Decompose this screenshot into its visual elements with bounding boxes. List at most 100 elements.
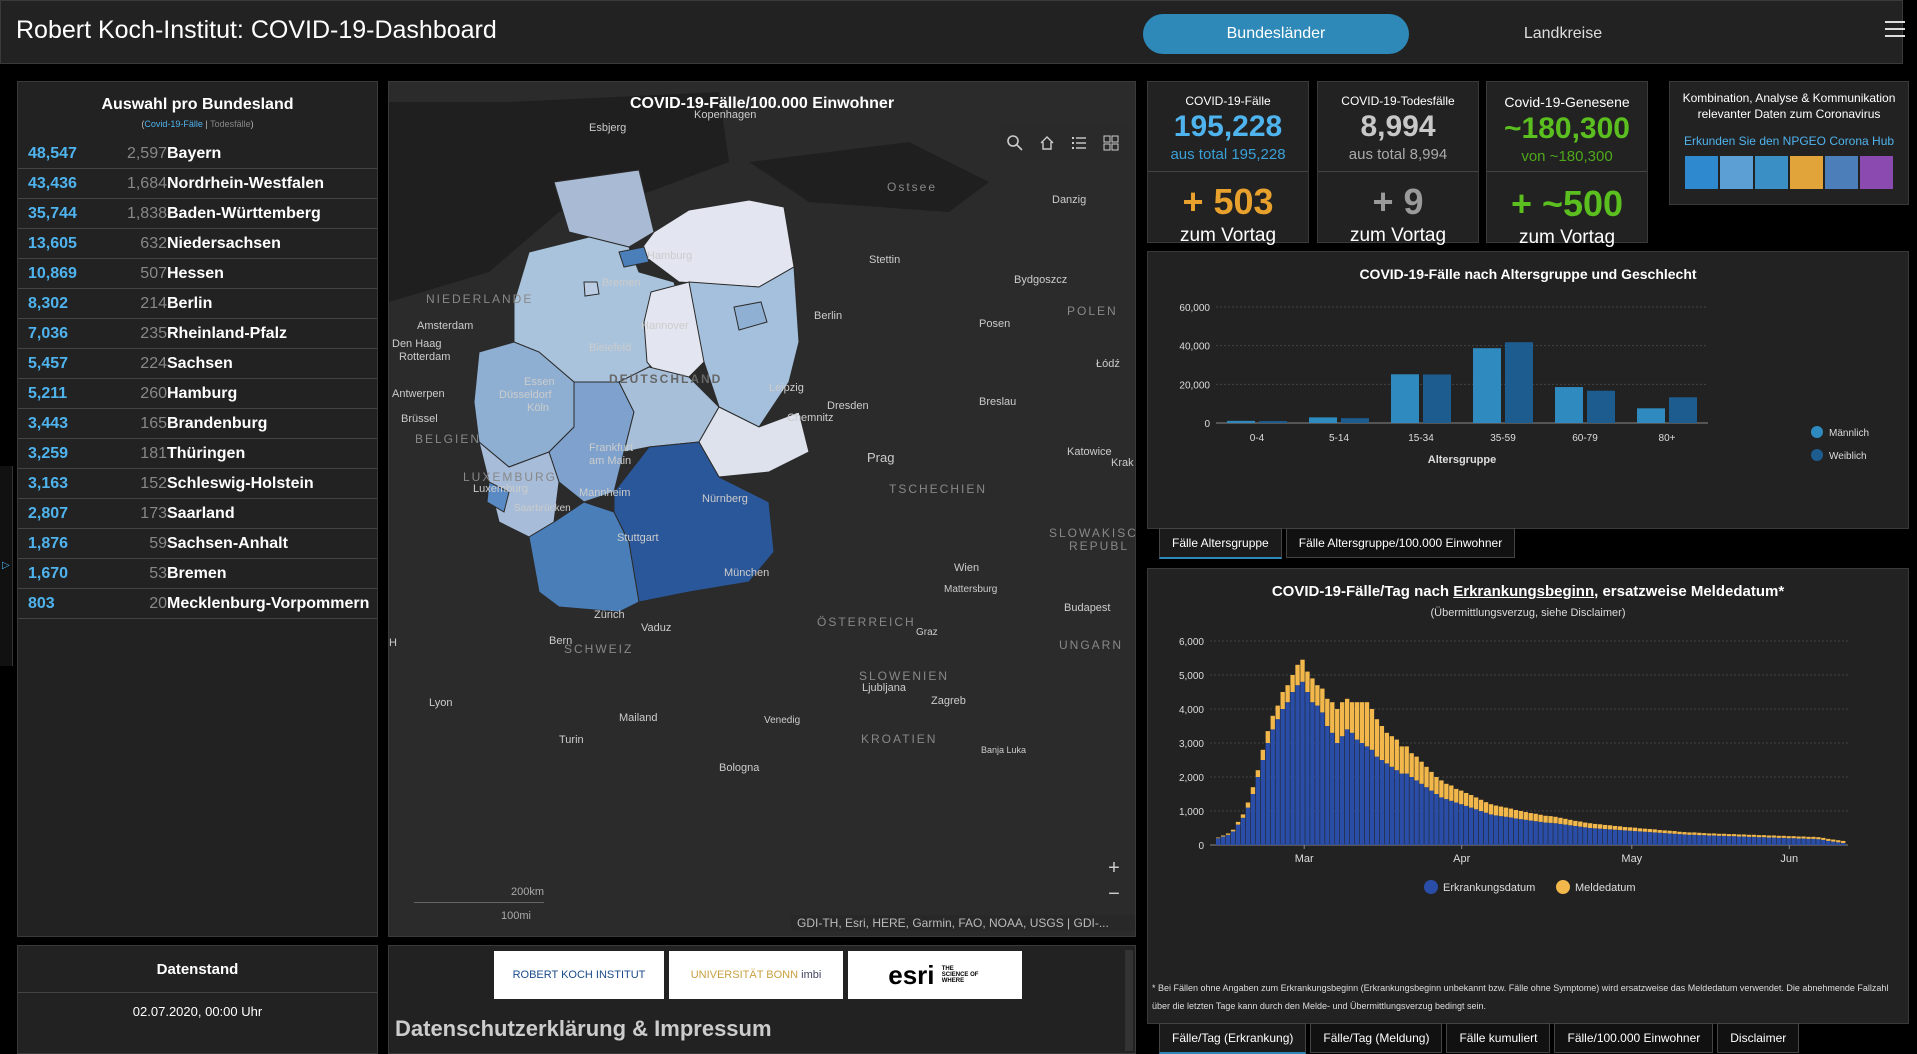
state-berlin[interactable]: [733, 301, 768, 331]
hands-icon[interactable]: [1685, 156, 1718, 189]
bar-erkrankungsdatum: [1255, 777, 1261, 845]
bar-erkrankungsdatum: [1612, 829, 1618, 845]
esri-logo[interactable]: esri THE SCIENCE OF WHERE: [848, 951, 1022, 999]
state-row[interactable]: 8,302 214 Berlin: [18, 289, 377, 319]
state-bayern[interactable]: [613, 441, 775, 603]
map-panel[interactable]: COVID-19-Fälle/100.000 Einwohner Kopenha…: [388, 81, 1136, 937]
epicurve-chart[interactable]: 0 1,000 2,000 3,000 4,000 5,000 6,000 Mar Apr May…: [1148, 569, 1910, 969]
state-row[interactable]: 3,163 152 Schleswig-Holstein: [18, 469, 377, 499]
bar-erkrankungsdatum: [1280, 709, 1285, 845]
state-row[interactable]: 10,869 507 Hessen: [18, 259, 377, 289]
bar-meldedatum: [1439, 780, 1444, 798]
bar-meldedatum: [1558, 817, 1563, 824]
bar-meldedatum: [1414, 756, 1419, 781]
map-label: Amsterdam: [417, 320, 474, 332]
state-row[interactable]: 7,036 235 Rheinland-Pfalz: [18, 319, 377, 349]
heartbeat-icon[interactable]: [1755, 156, 1788, 189]
basemap-gallery-icon[interactable]: [1095, 126, 1127, 160]
legend-swatch: [1424, 880, 1438, 894]
building-icon[interactable]: [1860, 156, 1893, 189]
bar-erkrankungsdatum: [1528, 820, 1533, 845]
chart-tab[interactable]: Disclaimer: [1717, 1023, 1800, 1053]
hub-icon-row[interactable]: [1670, 156, 1908, 189]
chart-tab[interactable]: Fälle Altersgruppe/100.000 Einwohner: [1285, 528, 1516, 558]
tab-landkreise[interactable]: Landkreise: [1523, 25, 1603, 42]
state-row[interactable]: 43,436 1,684 Nordrhein-Westfalen: [18, 169, 377, 199]
impressum-scrollbar[interactable]: [1125, 950, 1133, 1051]
app-title: Robert Koch-Institut: COVID-19-Dashboard: [16, 16, 497, 44]
location-icon[interactable]: [1720, 156, 1753, 189]
zoom-in-button[interactable]: +: [1108, 857, 1120, 879]
hamburger-menu-icon[interactable]: [1885, 21, 1905, 39]
hub-line2: relevanter Daten zum Coronavirus: [1697, 107, 1881, 121]
bar-meldedatum: [1677, 831, 1682, 835]
tab-bundeslaender[interactable]: Bundesländer: [1143, 14, 1409, 54]
uni-bonn-logo[interactable]: UNIVERSITÄT BONN imbi: [669, 951, 843, 999]
state-row[interactable]: 3,443 165 Brandenburg: [18, 409, 377, 439]
age-gender-chart[interactable]: 0 20,000 40,000 60,000 0-4 5-14 15-34 35-59 60-7…: [1148, 252, 1910, 530]
impressum-heading[interactable]: Datenschutzerklärung & Impressum: [395, 1016, 772, 1041]
toggle-cases[interactable]: Covid-19-Fälle: [144, 119, 203, 129]
hub-link[interactable]: Erkunden Sie den NPGEO Corona Hub: [1683, 134, 1895, 148]
bar-meldedatum: [1617, 826, 1623, 831]
state-cases: 35,744: [28, 205, 77, 222]
bar-meldedatum: [1647, 829, 1652, 833]
bar-meldedatum: [1756, 835, 1762, 838]
bar-meldedatum: [1721, 833, 1727, 836]
bar-erkrankungsdatum: [1801, 838, 1806, 845]
toggle-deaths[interactable]: Todesfälle: [210, 119, 251, 129]
bar-erkrankungsdatum: [1672, 833, 1677, 845]
datenstand-title: Datenstand: [156, 961, 239, 978]
charts-icon[interactable]: [1790, 156, 1823, 189]
state-saarland[interactable]: [486, 481, 510, 513]
map-label: Rotterdam: [399, 351, 451, 363]
chart-tab[interactable]: Fälle/100.000 Einwohner: [1554, 1023, 1714, 1053]
bar-meldedatum: [1468, 795, 1474, 808]
state-row[interactable]: 803 20 Mecklenburg-Vorpommern: [18, 589, 377, 619]
bar-erkrankungsdatum: [1389, 766, 1394, 845]
impressum-panel: ROBERT KOCH INSTITUT UNIVERSITÄT BONN im…: [388, 945, 1136, 1054]
state-row[interactable]: 5,457 224 Sachsen: [18, 349, 377, 379]
car-icon[interactable]: [1825, 156, 1858, 189]
state-row[interactable]: 2,807 173 Saarland: [18, 499, 377, 529]
home-icon[interactable]: [1031, 126, 1063, 160]
map-label: Den Haag: [392, 338, 442, 350]
recovered-delta-label: zum Vortag: [1518, 227, 1616, 248]
state-row[interactable]: 48,547 2,597 Bayern: [18, 139, 377, 169]
state-row[interactable]: 5,211 260 Hamburg: [18, 379, 377, 409]
state-row[interactable]: 1,670 53 Bremen: [18, 559, 377, 589]
map-label: Frankfurt am Main: [589, 442, 634, 467]
chart-tab[interactable]: Fälle Altersgruppe: [1159, 528, 1282, 559]
bar-meldedatum: [1731, 834, 1737, 837]
state-bremen[interactable]: [583, 281, 600, 297]
state-row[interactable]: 13,605 632 Niedersachsen: [18, 229, 377, 259]
bar-meldedatum: [1667, 830, 1672, 834]
zoom-out-button[interactable]: −: [1108, 883, 1120, 905]
bar-weiblich: [1669, 397, 1697, 423]
chart-tab[interactable]: Fälle/Tag (Meldung): [1310, 1023, 1443, 1053]
chart-tab[interactable]: Fälle/Tag (Erkrankung): [1159, 1023, 1307, 1054]
bar-meldedatum: [1578, 821, 1583, 827]
state-deaths: 165: [140, 415, 167, 432]
bar-erkrankungsdatum: [1702, 835, 1707, 845]
state-row[interactable]: 35,744 1,838 Baden-Württemberg: [18, 199, 377, 229]
state-cases: 1,670: [28, 565, 69, 582]
bar-erkrankungsdatum: [1692, 834, 1697, 845]
bar-meldedatum: [1483, 802, 1489, 813]
state-row[interactable]: 1,876 59 Sachsen-Anhalt: [18, 529, 377, 559]
list-icon[interactable]: [1063, 126, 1095, 160]
bar-erkrankungsdatum: [1364, 746, 1370, 845]
state-hamburg[interactable]: [618, 246, 650, 268]
bar-meldedatum: [1434, 777, 1439, 794]
search-icon[interactable]: [999, 126, 1031, 160]
bar-erkrankungsdatum: [1841, 842, 1846, 845]
state-deaths: 20: [149, 595, 167, 612]
map-label: Luxemburg: [473, 483, 529, 495]
side-panel-toggle[interactable]: ▷: [0, 466, 13, 666]
rki-logo[interactable]: ROBERT KOCH INSTITUT: [494, 951, 664, 999]
chart-tab[interactable]: Fälle kumuliert: [1446, 1023, 1551, 1053]
state-row[interactable]: 3,259 181 Thüringen: [18, 439, 377, 469]
bar-erkrankungsdatum: [1344, 729, 1350, 845]
bar-meldedatum: [1811, 836, 1816, 839]
choropleth-map[interactable]: [389, 82, 1136, 937]
